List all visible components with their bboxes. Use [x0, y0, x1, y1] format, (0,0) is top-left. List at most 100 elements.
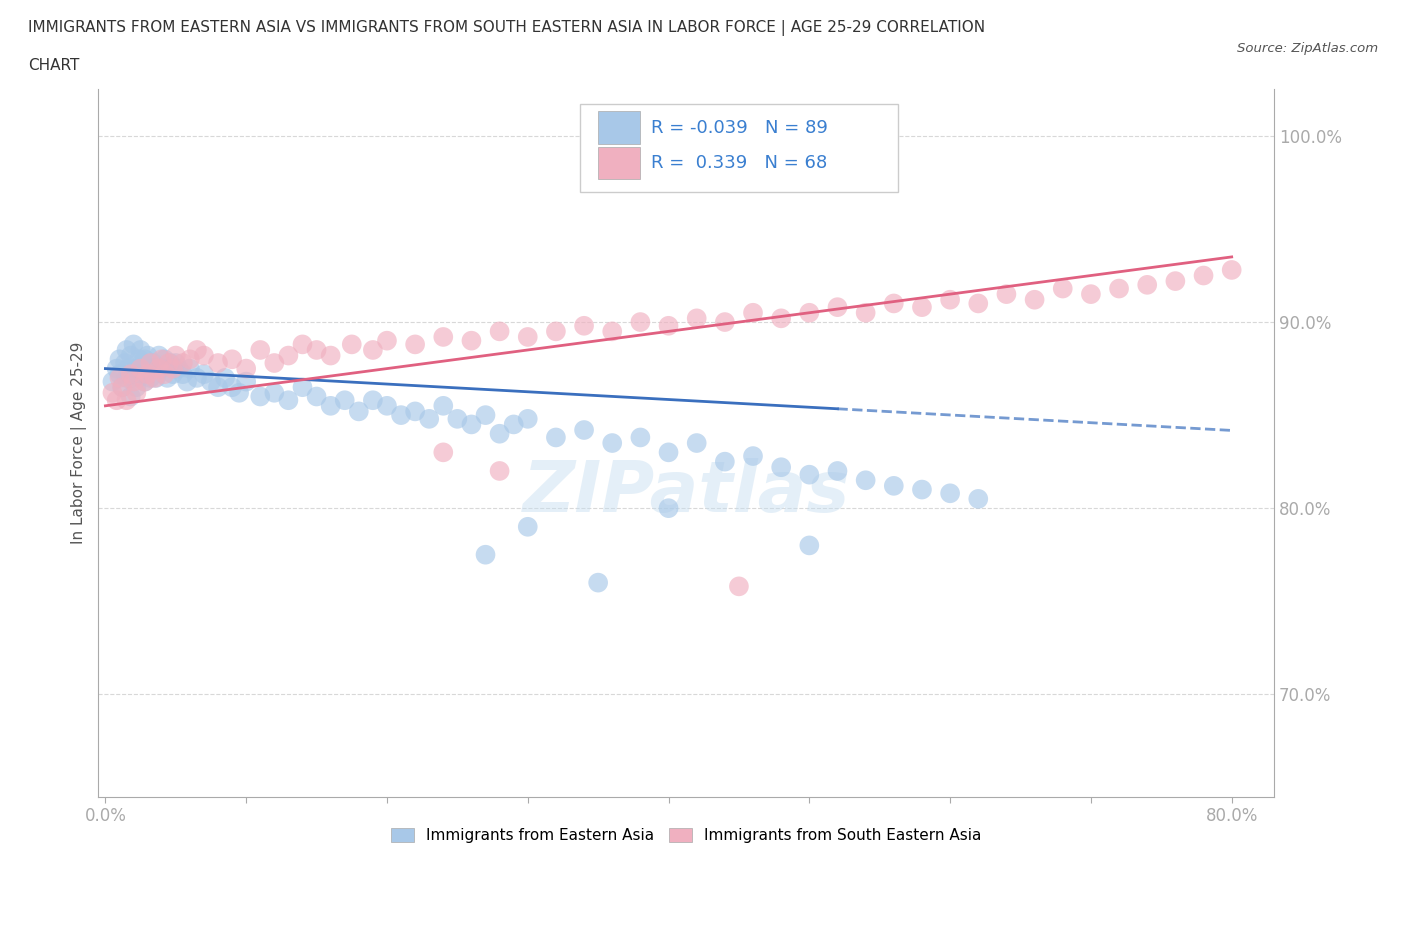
Point	[193, 366, 215, 381]
Point	[159, 355, 181, 370]
Point	[516, 411, 538, 426]
Point	[572, 422, 595, 437]
Point	[249, 389, 271, 404]
Point	[150, 352, 173, 366]
Point	[179, 361, 201, 376]
Point	[432, 445, 454, 459]
Point	[488, 324, 510, 339]
Point	[145, 370, 167, 385]
Point	[120, 366, 142, 381]
Point	[228, 385, 250, 400]
Point	[108, 366, 131, 381]
Point	[143, 370, 166, 385]
Point	[446, 411, 468, 426]
Point	[544, 430, 567, 445]
Point	[291, 337, 314, 352]
Point	[111, 379, 134, 394]
Point	[186, 342, 208, 357]
Point	[1080, 286, 1102, 301]
Point	[319, 348, 342, 363]
Point	[167, 361, 190, 376]
Point	[967, 491, 990, 506]
Point	[150, 361, 173, 376]
Point	[172, 366, 194, 381]
Point	[799, 538, 821, 552]
Point	[714, 314, 737, 329]
Point	[333, 392, 356, 407]
Point	[122, 337, 145, 352]
Point	[122, 374, 145, 389]
Point	[572, 318, 595, 333]
Point	[193, 348, 215, 363]
Point	[207, 379, 229, 394]
Point	[305, 342, 328, 357]
Point	[628, 314, 651, 329]
Point	[361, 342, 384, 357]
Point	[628, 430, 651, 445]
Point	[347, 404, 370, 418]
Point	[1220, 262, 1243, 277]
Point	[600, 324, 623, 339]
Point	[657, 500, 679, 515]
Point	[134, 374, 156, 389]
Point	[115, 370, 138, 385]
Point	[742, 305, 765, 320]
Point	[1052, 281, 1074, 296]
Point	[939, 485, 962, 500]
Point	[139, 370, 162, 385]
Point	[432, 398, 454, 413]
Point	[516, 519, 538, 534]
Point	[389, 407, 412, 422]
Point	[855, 472, 877, 487]
Point	[1024, 292, 1046, 307]
Point	[657, 318, 679, 333]
Point	[742, 448, 765, 463]
Point	[883, 478, 905, 493]
Point	[911, 299, 934, 314]
Point	[375, 333, 398, 348]
Point	[105, 392, 128, 407]
Point	[799, 467, 821, 482]
Point	[277, 392, 299, 407]
Text: Source: ZipAtlas.com: Source: ZipAtlas.com	[1237, 42, 1378, 55]
Point	[101, 385, 124, 400]
Point	[911, 482, 934, 497]
Point	[101, 374, 124, 389]
Point	[544, 324, 567, 339]
Point	[502, 417, 524, 432]
Point	[129, 361, 152, 376]
Point	[460, 333, 482, 348]
Point	[162, 361, 184, 376]
Point	[235, 374, 257, 389]
Point	[249, 342, 271, 357]
Text: IMMIGRANTS FROM EASTERN ASIA VS IMMIGRANTS FROM SOUTH EASTERN ASIA IN LABOR FORC: IMMIGRANTS FROM EASTERN ASIA VS IMMIGRAN…	[28, 20, 986, 36]
Point	[827, 463, 849, 478]
Point	[404, 337, 426, 352]
FancyBboxPatch shape	[598, 147, 640, 179]
Point	[404, 404, 426, 418]
Point	[132, 366, 155, 381]
Point	[134, 352, 156, 366]
Point	[125, 385, 148, 400]
Point	[474, 407, 496, 422]
Point	[657, 445, 679, 459]
Point	[221, 352, 243, 366]
Point	[474, 547, 496, 562]
Point	[114, 355, 136, 370]
Text: CHART: CHART	[28, 58, 80, 73]
Point	[120, 348, 142, 363]
Point	[120, 389, 142, 404]
Point	[139, 355, 162, 370]
Point	[939, 292, 962, 307]
Point	[111, 379, 134, 394]
Point	[136, 348, 159, 363]
Legend: Immigrants from Eastern Asia, Immigrants from South Eastern Asia: Immigrants from Eastern Asia, Immigrants…	[384, 822, 988, 849]
Point	[129, 361, 152, 376]
Point	[221, 379, 243, 394]
Point	[855, 305, 877, 320]
Point	[827, 299, 849, 314]
Point	[340, 337, 363, 352]
Point	[117, 361, 139, 376]
Point	[488, 426, 510, 441]
Point	[153, 366, 176, 381]
